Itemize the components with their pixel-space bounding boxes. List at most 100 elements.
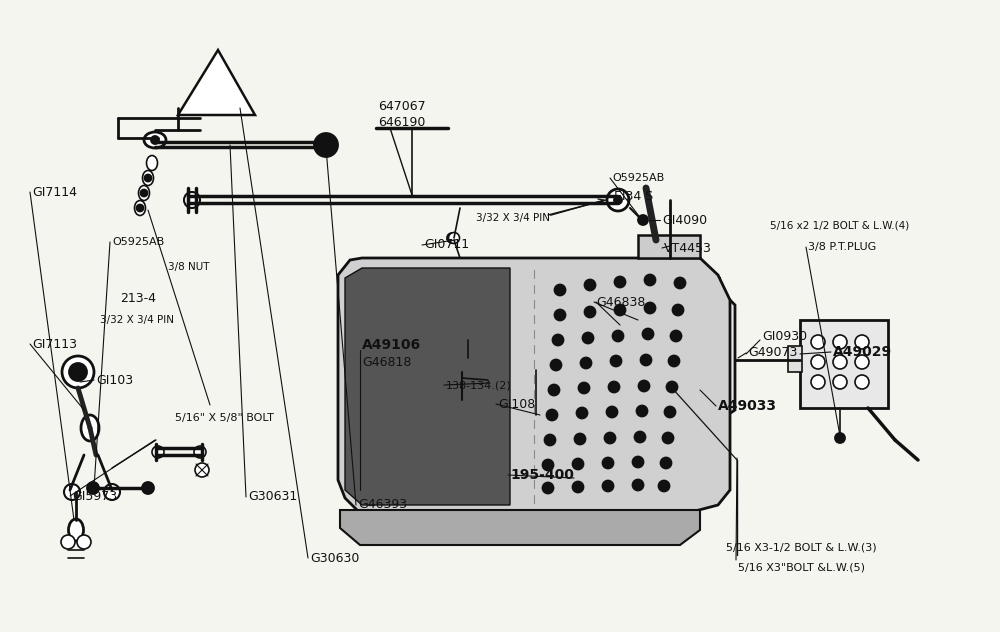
Circle shape	[697, 348, 711, 362]
Circle shape	[835, 433, 845, 443]
Circle shape	[142, 482, 154, 494]
Ellipse shape	[144, 132, 166, 148]
Circle shape	[565, 469, 583, 487]
Ellipse shape	[68, 519, 84, 541]
Circle shape	[698, 326, 706, 334]
Circle shape	[542, 459, 554, 470]
Circle shape	[833, 335, 847, 349]
Ellipse shape	[195, 463, 209, 477]
Ellipse shape	[143, 171, 154, 186]
Text: 647067: 647067	[378, 99, 426, 112]
Circle shape	[571, 475, 577, 481]
Circle shape	[151, 136, 159, 144]
Circle shape	[607, 189, 629, 211]
Text: EI34 S: EI34 S	[614, 190, 653, 202]
Circle shape	[576, 408, 588, 418]
Circle shape	[658, 480, 670, 492]
Circle shape	[639, 380, 650, 391]
Circle shape	[642, 329, 654, 339]
Circle shape	[612, 331, 624, 341]
Circle shape	[691, 274, 699, 282]
Text: 213-4: 213-4	[120, 291, 156, 305]
Circle shape	[643, 328, 657, 342]
Ellipse shape	[134, 200, 146, 216]
Circle shape	[635, 432, 646, 442]
Text: GI108: GI108	[498, 398, 535, 411]
Polygon shape	[638, 235, 700, 258]
Circle shape	[625, 348, 639, 362]
Circle shape	[552, 334, 564, 346]
Text: GI4090: GI4090	[662, 214, 707, 226]
Circle shape	[679, 388, 693, 402]
Ellipse shape	[138, 186, 150, 200]
Text: 3/8 P.T.PLUG: 3/8 P.T.PLUG	[808, 242, 876, 252]
Circle shape	[638, 215, 648, 225]
Text: O5925AB: O5925AB	[612, 173, 664, 183]
Circle shape	[574, 434, 586, 444]
Circle shape	[546, 410, 558, 420]
Circle shape	[463, 332, 473, 342]
Text: 3/8 NUT: 3/8 NUT	[168, 262, 210, 272]
Polygon shape	[345, 268, 510, 505]
Circle shape	[542, 482, 554, 494]
Circle shape	[833, 355, 847, 369]
Circle shape	[661, 348, 675, 362]
Circle shape	[855, 355, 869, 369]
Ellipse shape	[530, 431, 542, 449]
Text: A49033: A49033	[718, 399, 777, 413]
Text: 138-134.(2): 138-134.(2)	[446, 380, 512, 390]
Circle shape	[633, 456, 644, 468]
Circle shape	[640, 355, 652, 365]
Circle shape	[104, 484, 120, 500]
Text: VT4453: VT4453	[664, 241, 712, 255]
Ellipse shape	[146, 155, 158, 171]
Circle shape	[644, 326, 652, 334]
Circle shape	[679, 328, 693, 342]
Circle shape	[136, 205, 144, 212]
Polygon shape	[178, 50, 255, 115]
Circle shape	[679, 348, 693, 362]
Circle shape	[544, 435, 556, 446]
Circle shape	[144, 174, 152, 181]
Text: 646190: 646190	[378, 116, 425, 128]
Circle shape	[625, 368, 639, 382]
Circle shape	[448, 233, 460, 243]
Circle shape	[660, 458, 672, 468]
Circle shape	[811, 335, 825, 349]
Polygon shape	[338, 258, 730, 515]
Circle shape	[644, 311, 652, 319]
Circle shape	[548, 384, 560, 396]
Circle shape	[314, 133, 338, 157]
Circle shape	[77, 535, 91, 549]
Circle shape	[447, 233, 457, 243]
Circle shape	[582, 332, 594, 344]
Circle shape	[697, 368, 711, 382]
Circle shape	[604, 432, 616, 444]
Circle shape	[608, 382, 620, 392]
Circle shape	[140, 190, 148, 197]
Circle shape	[706, 274, 714, 282]
Text: 5/16 X3-1/2 BOLT & L.W.(3): 5/16 X3-1/2 BOLT & L.W.(3)	[726, 543, 877, 553]
Bar	[622, 278, 720, 303]
Text: G46838: G46838	[596, 296, 645, 308]
Circle shape	[633, 480, 644, 490]
Bar	[788, 346, 802, 372]
Circle shape	[643, 388, 657, 402]
Text: G46393: G46393	[358, 499, 407, 511]
Circle shape	[62, 356, 94, 388]
Circle shape	[614, 196, 622, 204]
Circle shape	[668, 355, 680, 367]
Text: G46818: G46818	[362, 356, 411, 370]
Text: O5925AB: O5925AB	[112, 237, 164, 247]
Text: GI7114: GI7114	[32, 186, 77, 198]
Circle shape	[606, 406, 618, 418]
Circle shape	[661, 328, 675, 342]
Circle shape	[637, 406, 648, 416]
Text: G30631: G30631	[248, 490, 297, 504]
Text: GI103: GI103	[96, 374, 133, 387]
Circle shape	[554, 284, 566, 296]
Circle shape	[679, 368, 693, 382]
Circle shape	[69, 363, 87, 381]
Circle shape	[194, 446, 206, 458]
Text: 5/16" X 5/8" BOLT: 5/16" X 5/8" BOLT	[175, 413, 274, 423]
